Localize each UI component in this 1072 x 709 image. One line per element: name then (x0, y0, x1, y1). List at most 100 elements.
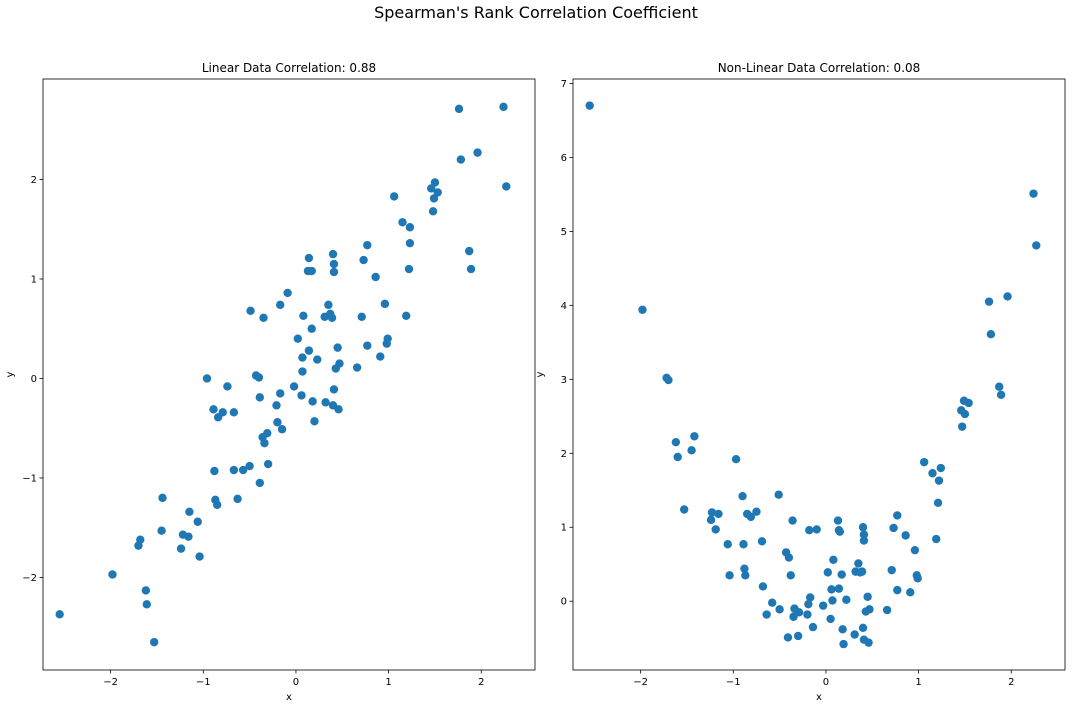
linear-data-point (158, 493, 167, 503)
nonlinear-data-point (932, 534, 941, 544)
nonlinear-data-point (714, 509, 723, 519)
linear-y-axis-label: y (5, 371, 16, 377)
nonlinear-data-point (827, 585, 836, 594)
nonlinear-data-point (775, 605, 784, 614)
linear-data-point (260, 438, 269, 448)
nonlinear-data-point (934, 476, 944, 485)
nonlinear-data-point (585, 101, 594, 110)
nonlinear-data-point (859, 530, 869, 539)
nonlinear-data-point (919, 457, 929, 467)
linear-y-tick-label: 0 (31, 374, 37, 385)
linear-data-point (223, 382, 232, 391)
linear-data-point (142, 600, 151, 609)
nonlinear-data-point (837, 570, 846, 579)
nonlinear-data-point (793, 631, 803, 641)
linear-data-point (363, 341, 372, 350)
linear-data-point (176, 544, 186, 553)
nonlinear-data-point (812, 525, 821, 534)
linear-data-point (233, 494, 242, 504)
nonlinear-data-point (1032, 241, 1041, 250)
linear-data-point (329, 385, 339, 394)
nonlinear-data-point (850, 630, 859, 639)
nonlinear-data-point (803, 610, 812, 619)
nonlinear-data-point (893, 585, 902, 595)
nonlinear-data-point (711, 525, 720, 534)
linear-data-point (283, 288, 292, 298)
nonlinear-data-point (823, 568, 833, 577)
linear-data-point (293, 334, 303, 343)
linear-data-point (289, 382, 299, 391)
linear-axes: Linear Data Correlation: 0.88 −2 −1 0 1 2 −2 −1… (5, 61, 536, 703)
linear-data-point (430, 178, 440, 187)
nonlinear-data-point (859, 536, 869, 545)
linear-data-point (272, 401, 281, 410)
nonlinear-y-tick-label: 1 (561, 523, 567, 534)
linear-data-point (299, 311, 308, 320)
nonlinear-data-point (687, 446, 696, 455)
linear-data-point (398, 218, 407, 227)
nonlinear-data-point (762, 610, 771, 619)
nonlinear-data-point (854, 559, 863, 568)
linear-axes-frame (42, 78, 536, 671)
nonlinear-data-point (957, 422, 967, 431)
nonlinear-data-point (864, 638, 873, 647)
nonlinear-x-tick-label: −2 (633, 677, 648, 688)
linear-y-tick-label: −1 (22, 473, 37, 484)
nonlinear-data-point (986, 329, 996, 339)
nonlinear-data-point (783, 633, 793, 642)
nonlinear-data-point (1003, 292, 1012, 301)
nonlinear-data-point (829, 555, 838, 564)
nonlinear-data-point (834, 584, 844, 593)
linear-y-tick-label: 1 (31, 274, 37, 285)
nonlinear-data-point (757, 537, 767, 546)
linear-data-point (273, 418, 282, 427)
linear-y-tick-label: −2 (22, 573, 37, 584)
nonlinear-data-point (740, 564, 749, 573)
nonlinear-data-point (758, 582, 768, 591)
nonlinear-data-point (833, 516, 843, 525)
linear-x-tick-label: 1 (385, 677, 391, 688)
linear-x-axis-label: x (286, 692, 292, 703)
nonlinear-data-point (788, 516, 797, 525)
linear-data-point (404, 264, 414, 274)
linear-data-point (229, 465, 239, 475)
nonlinear-data-point (768, 598, 777, 607)
nonlinear-x-tick-label: 2 (1008, 677, 1014, 688)
linear-data-point (136, 535, 145, 544)
linear-data-point (275, 300, 285, 310)
linear-data-point (193, 517, 202, 526)
linear-data-point (405, 238, 415, 248)
nonlinear-data-point (805, 526, 814, 535)
linear-data-point (218, 408, 227, 417)
linear-data-point (259, 313, 268, 322)
linear-data-point (255, 478, 265, 488)
linear-data-point (313, 355, 322, 364)
linear-data-point (304, 346, 314, 355)
nonlinear-data-point (995, 382, 1004, 391)
nonlinear-chart-title: Non-Linear Data Correlation: 0.08 (718, 61, 921, 75)
nonlinear-data-point (933, 498, 943, 508)
nonlinear-y-tick-label: 6 (561, 153, 567, 164)
nonlinear-y-tick-label: 7 (561, 79, 567, 90)
linear-x-tick-label: 0 (293, 677, 299, 688)
linear-data-point (402, 311, 411, 320)
linear-data-point (245, 461, 254, 471)
nonlinear-data-point (893, 511, 902, 520)
linear-data-point (184, 532, 193, 541)
linear-data-point (202, 374, 212, 383)
linear-data-point (380, 299, 390, 309)
linear-data-point (275, 389, 285, 398)
linear-data-point (108, 570, 117, 579)
nonlinear-data-point (774, 490, 783, 499)
linear-data-point (263, 459, 273, 469)
nonlinear-data-point (928, 469, 937, 478)
nonlinear-y-tick-label: 2 (561, 449, 567, 460)
linear-data-point (263, 429, 272, 438)
linear-data-point (502, 182, 511, 191)
linear-data-point (329, 259, 339, 269)
linear-data-point (324, 300, 333, 310)
nonlinear-data-point (707, 508, 717, 517)
figure-suptitle: Spearman's Rank Correlation Coefficient (374, 3, 698, 22)
nonlinear-data-point (906, 588, 915, 597)
